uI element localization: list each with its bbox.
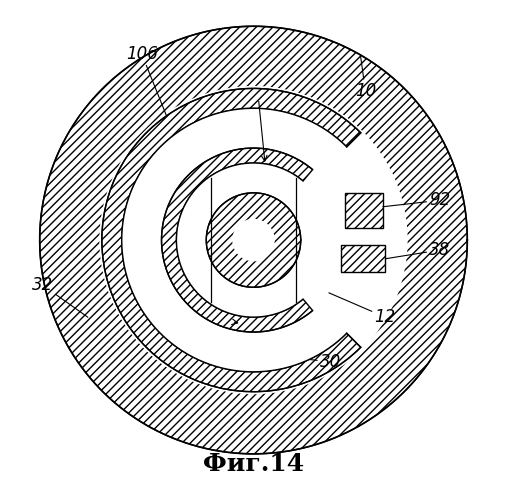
Text: 12: 12: [329, 293, 396, 326]
Wedge shape: [162, 148, 345, 332]
Wedge shape: [40, 26, 467, 454]
Bar: [345, 193, 383, 228]
Text: 106: 106: [126, 44, 166, 116]
Text: 38: 38: [386, 241, 451, 259]
Wedge shape: [206, 193, 301, 288]
Text: 32: 32: [31, 276, 88, 318]
Circle shape: [99, 86, 408, 394]
Circle shape: [176, 163, 331, 317]
Text: 92: 92: [383, 192, 451, 210]
Circle shape: [232, 219, 275, 262]
Bar: [341, 245, 385, 272]
Text: Фиг.14: Фиг.14: [203, 452, 304, 476]
Wedge shape: [102, 88, 405, 392]
Wedge shape: [162, 148, 313, 332]
Circle shape: [122, 108, 385, 372]
Wedge shape: [102, 88, 361, 392]
Text: 10: 10: [355, 55, 376, 100]
Text: 30: 30: [309, 353, 341, 371]
